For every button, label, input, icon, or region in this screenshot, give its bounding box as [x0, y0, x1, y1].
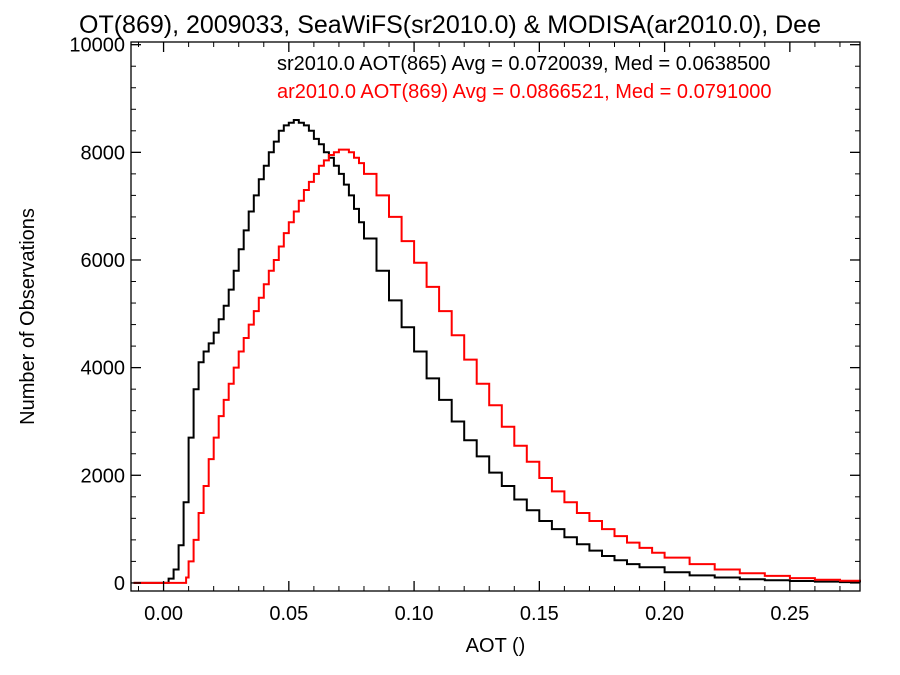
- series-line-0: [133, 119, 861, 584]
- x-tick-label: 0.20: [645, 603, 684, 625]
- y-tick-label: 6000: [81, 250, 126, 272]
- x-tick-label: 0.25: [770, 603, 809, 625]
- x-tick-label: 0.15: [520, 603, 559, 625]
- tick-layer: 0.00 0.05 0.10 0.15 0.20 0.25 0 2000 4000 6000 800…: [69, 35, 860, 625]
- x-tick-label: 0.05: [269, 603, 308, 625]
- y-axis-label: Number of Observations: [17, 208, 39, 425]
- y-tick-label: 4000: [81, 358, 126, 380]
- x-tick-label: 0.00: [144, 603, 183, 625]
- y-tick-label: 2000: [81, 465, 126, 487]
- y-tick-label: 0: [114, 573, 125, 595]
- series-layer: [133, 119, 861, 584]
- y-tick-label: 10000: [69, 35, 125, 57]
- legend-entry-sr2010: sr2010.0 AOT(865) Avg = 0.0720039, Med =…: [277, 53, 770, 75]
- plot-frame: [130, 41, 861, 592]
- x-axis-label: AOT (): [466, 635, 526, 657]
- legend-entry-ar2010: ar2010.0 AOT(869) Avg = 0.0866521, Med =…: [277, 81, 771, 103]
- x-tick-label: 0.10: [395, 603, 434, 625]
- y-tick-label: 8000: [81, 142, 126, 164]
- chart-title: OT(869), 2009033, SeaWiFS(sr2010.0) & MO…: [79, 11, 821, 39]
- series-line-1: [133, 148, 861, 584]
